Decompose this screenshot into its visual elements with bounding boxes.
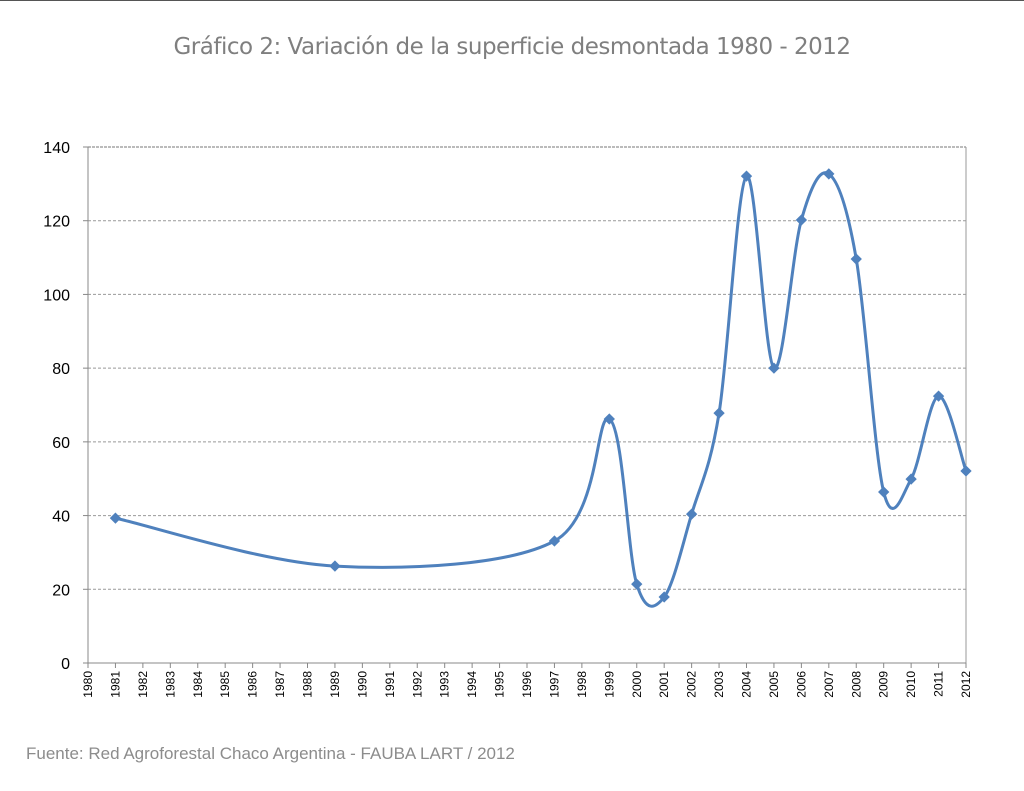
chart-source: Fuente: Red Agroforestal Chaco Argentina… <box>26 744 515 763</box>
y-tick-label: 40 <box>52 509 70 526</box>
data-point-marker <box>905 473 917 485</box>
data-point-marker <box>740 170 753 182</box>
data-point-marker <box>878 486 890 498</box>
x-tick-label: 2006 <box>794 671 808 698</box>
series-line <box>115 171 968 608</box>
x-tick-label: 1996 <box>520 671 534 698</box>
x-tick-label: 1998 <box>575 671 589 698</box>
y-tick-label: 0 <box>61 656 70 673</box>
x-tick-label: 1991 <box>383 671 397 698</box>
y-tick-label: 140 <box>43 140 70 157</box>
x-tick-label: 2003 <box>712 671 726 698</box>
x-tick-label: 2010 <box>904 671 918 698</box>
x-tick-label: 1985 <box>218 671 232 698</box>
x-tick-label: 2004 <box>740 671 754 698</box>
data-point-marker <box>658 591 670 603</box>
top-border <box>0 0 1024 1</box>
data-point-marker <box>932 390 945 402</box>
x-tick-label: 1995 <box>493 671 507 698</box>
data-point-marker <box>850 253 862 265</box>
data-point-marker <box>548 535 561 547</box>
x-tick-label: 2011 <box>932 671 946 697</box>
x-tick-label: 2005 <box>767 671 781 698</box>
data-point-marker <box>768 362 780 374</box>
chart-title: Gráfico 2: Variación de la superficie de… <box>173 34 851 60</box>
data-point-marker <box>685 508 698 520</box>
x-tick-label: 1984 <box>191 671 205 698</box>
data-point-marker <box>823 168 835 180</box>
x-tick-label: 1999 <box>602 671 616 698</box>
data-point-marker <box>795 214 808 226</box>
x-tick-label: 2007 <box>822 671 836 698</box>
x-tick-label: 2001 <box>657 671 671 698</box>
x-tick-label: 2000 <box>630 671 644 698</box>
x-tick-label: 1986 <box>246 671 260 698</box>
data-point-marker <box>109 512 122 524</box>
x-tick-label: 2012 <box>959 671 973 698</box>
data-point-marker <box>603 413 615 425</box>
x-tick-label: 1987 <box>273 671 287 698</box>
x-tick-label: 1981 <box>108 671 122 698</box>
x-tick-label: 1990 <box>355 671 369 698</box>
x-tick-label: 2009 <box>877 671 891 698</box>
x-tick-label: 1989 <box>328 671 342 698</box>
data-point-marker <box>329 560 341 572</box>
x-tick-label: 1980 <box>81 671 95 698</box>
y-tick-label: 120 <box>43 214 70 231</box>
y-tick-label: 60 <box>52 435 70 452</box>
x-tick-label: 1994 <box>465 671 479 698</box>
data-point-marker <box>631 578 643 590</box>
x-tick-label: 2002 <box>685 671 699 698</box>
data-point-marker <box>713 407 725 419</box>
x-tick-label: 2008 <box>849 671 863 698</box>
y-tick-label: 80 <box>52 361 70 378</box>
y-tick-label: 100 <box>43 287 70 304</box>
data-point-marker <box>960 465 972 477</box>
x-tick-label: 1997 <box>547 671 561 698</box>
x-tick-label: 1993 <box>438 671 452 698</box>
x-tick-label: 1988 <box>301 671 315 698</box>
x-tick-label: 1992 <box>410 671 424 698</box>
x-tick-label: 1982 <box>136 671 150 698</box>
y-tick-label: 20 <box>52 582 70 599</box>
x-tick-label: 1983 <box>163 671 177 698</box>
